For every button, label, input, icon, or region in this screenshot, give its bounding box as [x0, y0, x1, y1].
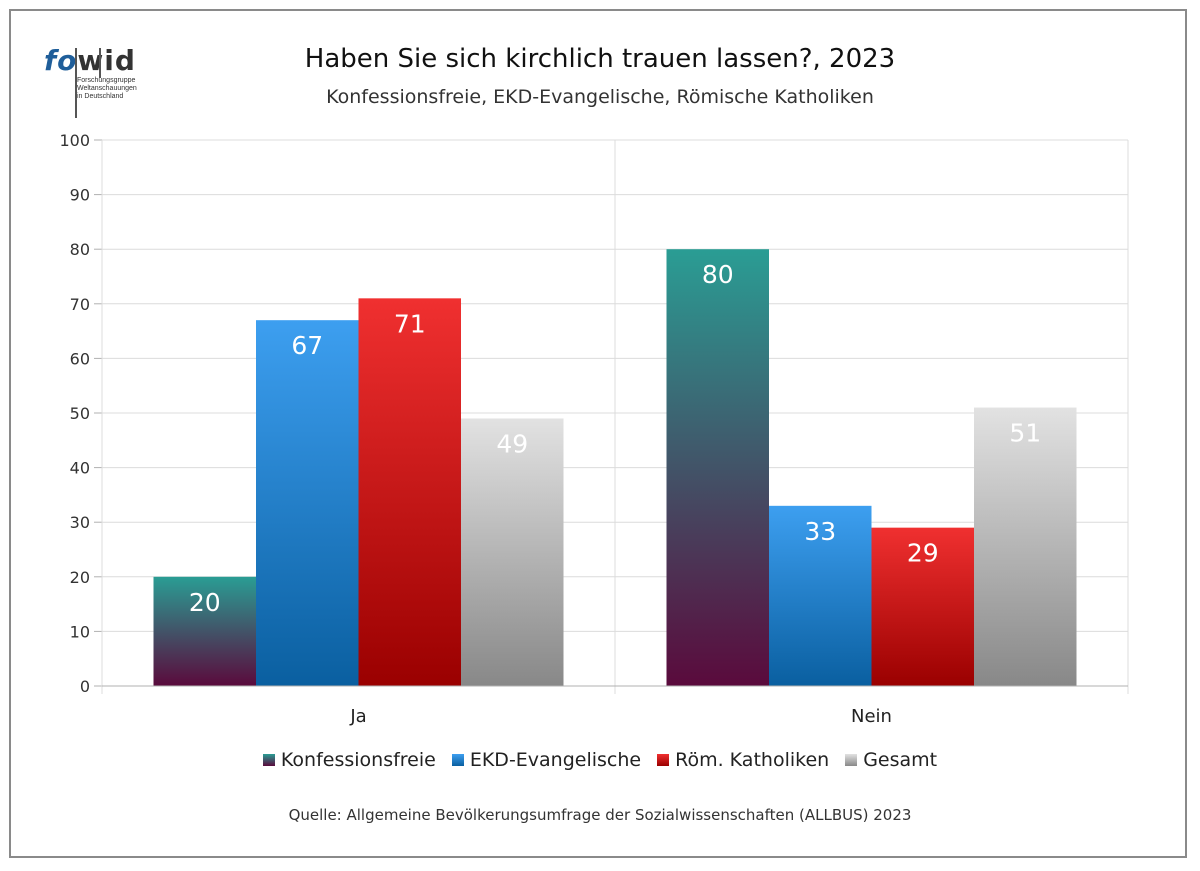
bar — [461, 418, 564, 686]
y-tick-label: 90 — [70, 186, 90, 205]
logo-fo: fo — [44, 44, 78, 77]
logo-sub-line: Weltanschauungen — [77, 85, 137, 92]
data-label: 71 — [394, 309, 426, 338]
fowid-logo: fowid Forschungsgruppe Weltanschauungen … — [44, 44, 154, 120]
logo-bar — [99, 48, 101, 78]
logo-sub-line: Forschungsgruppe — [77, 77, 136, 84]
data-label: 29 — [907, 539, 939, 568]
y-tick-label: 0 — [80, 677, 90, 696]
legend-label: Konfessionsfreie — [280, 749, 436, 771]
data-label: 33 — [804, 517, 836, 546]
y-tick-label: 20 — [70, 568, 90, 587]
legend-item: Röm. Katholiken — [657, 749, 829, 771]
logo-subtitle: Forschungsgruppe Weltanschauungen in Deu… — [77, 77, 137, 101]
bar — [769, 505, 872, 686]
y-tick-label: 80 — [70, 240, 90, 259]
data-label: 49 — [496, 429, 528, 458]
chart-legend: Konfessionsfreie EKD-Evangelische Röm. Kat… — [0, 749, 1200, 771]
legend-label: Gesamt — [863, 749, 938, 771]
legend-label: EKD-Evangelische — [469, 749, 642, 771]
legend-swatch — [845, 754, 858, 766]
legend-item: EKD-Evangelische — [451, 749, 642, 771]
logo-wordmark: fowid — [44, 44, 136, 77]
y-tick-label: 100 — [59, 131, 90, 150]
x-tick-label: Ja — [349, 706, 366, 727]
y-tick-label: 10 — [70, 622, 90, 641]
bar — [871, 527, 974, 686]
logo-sub-line: in Deutschland — [77, 93, 124, 100]
logo-wid: wid — [77, 44, 136, 77]
y-tick-label: 70 — [70, 295, 90, 314]
y-tick-label: 50 — [70, 404, 90, 423]
data-label: 20 — [189, 588, 221, 617]
bar — [256, 320, 359, 686]
bar — [358, 298, 461, 686]
legend-swatch — [262, 754, 275, 766]
chart-subtitle: Konfessionsfreie, EKD-Evangelische, Römi… — [326, 86, 874, 108]
bar — [666, 249, 769, 686]
legend-label: Röm. Katholiken — [675, 749, 830, 771]
data-label: 67 — [291, 331, 323, 360]
legend-item: Gesamt — [845, 749, 937, 771]
chart-title: Haben Sie sich kirchlich trauen lassen?,… — [304, 44, 896, 74]
chart-source: Quelle: Allgemeine Bevölkerungsumfrage d… — [288, 806, 912, 824]
x-tick-label: Nein — [851, 706, 892, 727]
y-tick-label: 60 — [70, 349, 90, 368]
legend-swatch — [451, 754, 464, 766]
bar — [974, 407, 1077, 686]
logo-bar — [75, 48, 77, 118]
legend-item: Konfessionsfreie — [262, 749, 436, 771]
y-tick-label: 40 — [70, 459, 90, 478]
legend-swatch — [657, 754, 670, 766]
data-label: 80 — [702, 260, 734, 289]
data-label: 51 — [1009, 419, 1041, 448]
bar — [153, 576, 256, 686]
y-tick-label: 30 — [70, 513, 90, 532]
